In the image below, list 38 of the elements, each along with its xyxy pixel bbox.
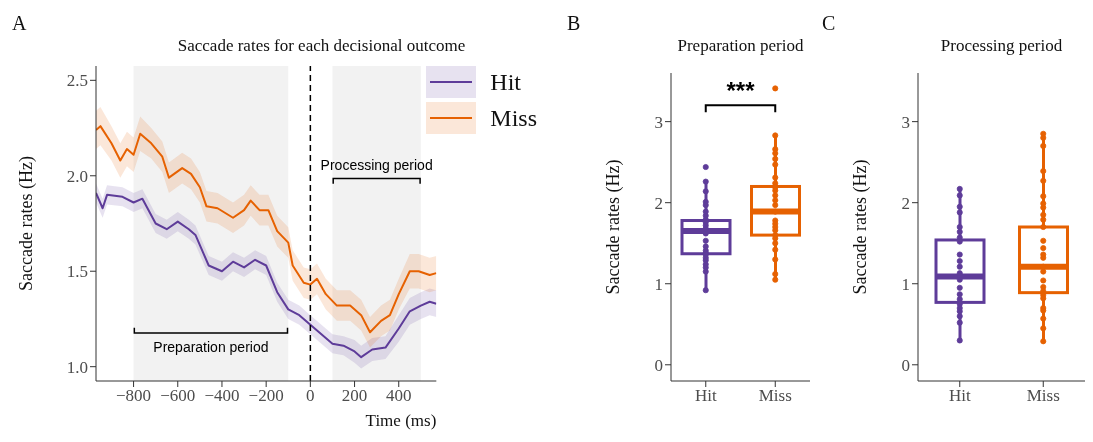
x-tick-label: Hit — [948, 386, 971, 406]
x-tick-label: −200 — [248, 386, 284, 406]
band-label: Processing period — [320, 156, 433, 173]
annotation: *** — [726, 77, 756, 105]
y-tick-label: 1 — [901, 274, 910, 294]
chart-title: Preparation period — [676, 36, 805, 56]
y-tick-label: 0 — [901, 355, 910, 375]
x-tick-label: −800 — [116, 386, 152, 406]
y-tick-label: 2 — [901, 193, 910, 213]
y-tick-label: 2.5 — [66, 71, 88, 91]
y-axis-title: Saccade rates (Hz) — [16, 156, 38, 291]
x-tick-label: Miss — [758, 386, 792, 406]
y-tick-label: 1.0 — [66, 357, 88, 377]
text: A — [12, 12, 27, 35]
chart-title: Saccade rates for each decisional outcome — [176, 36, 467, 56]
x-tick-label: −400 — [204, 386, 240, 406]
y-tick-label: 3 — [654, 112, 663, 132]
x-tick-label: Miss — [1026, 386, 1060, 406]
y-axis-title: Saccade rates (Hz) — [603, 159, 625, 295]
text: C — [822, 12, 836, 35]
x-tick-label: 400 — [386, 386, 412, 406]
text: B — [567, 12, 581, 35]
y-tick-label: 0 — [654, 355, 663, 375]
legend-label: Miss — [490, 104, 537, 132]
y-tick-label: 2.0 — [66, 166, 88, 186]
y-tick-label: 1.5 — [66, 262, 88, 282]
x-tick-label: −600 — [160, 386, 196, 406]
y-axis-title: Saccade rates (Hz) — [850, 159, 872, 295]
band-label: Preparation period — [153, 338, 269, 355]
x-axis-title: Time (ms) — [365, 411, 437, 430]
legend-label: Hit — [490, 68, 521, 96]
x-tick-label: Hit — [694, 386, 717, 406]
x-tick-label: 0 — [306, 386, 315, 406]
x-tick-label: 200 — [341, 386, 368, 406]
y-tick-label: 1 — [654, 274, 663, 294]
y-tick-label: 3 — [901, 112, 910, 132]
y-tick-label: 2 — [654, 193, 663, 213]
chart-title: Processing period — [939, 36, 1064, 56]
